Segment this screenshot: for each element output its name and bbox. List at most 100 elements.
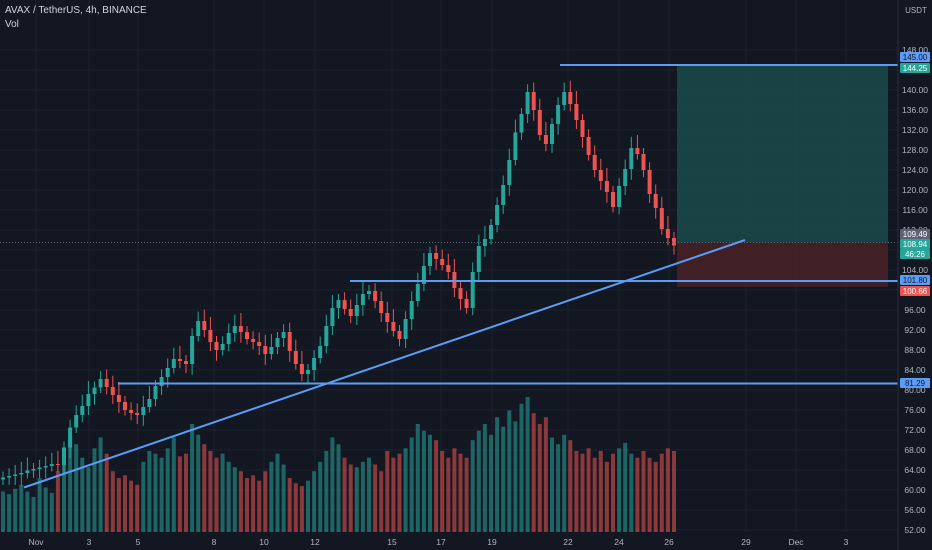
candle-body [312,358,317,370]
volume-bar [135,484,140,532]
time-tick-label: 15 [387,537,397,547]
volume-bar [318,461,323,532]
volume-bar [525,397,530,532]
candle-body [489,225,493,239]
candle-body [43,466,48,468]
volume-bar [110,471,115,532]
volume-bar [531,413,536,532]
volume-bar [238,471,243,532]
volume-bar [31,496,36,532]
volume-bar [245,478,249,532]
volume-bar [543,417,548,532]
volume-bar [214,457,219,532]
candle-body [617,186,622,207]
candle-body [373,291,378,301]
volume-bar [397,453,402,532]
candle-body [556,105,561,124]
volume-bar [68,434,73,532]
candle-body [80,406,85,415]
price-tick-label: 120.00 [902,185,928,195]
candle-body [513,132,518,160]
volume-bar [171,437,176,532]
candle-body [495,205,500,225]
time-tick-label: 3 [844,537,849,547]
volume-bar [403,448,408,532]
candle-body [1,477,5,480]
price-tick-label: 128.00 [902,145,928,155]
candle-body [611,192,615,207]
candle-body [55,464,60,465]
candle-body [330,308,335,326]
volume-bar [409,437,414,532]
volume-bar [360,461,365,532]
volume-bar [641,451,646,532]
candle-body [385,313,390,322]
loss-zone [677,242,888,287]
candle-body [86,394,91,406]
candle-body [397,331,402,339]
volume-bar [513,421,518,532]
symbol-title[interactable]: AVAX / TetherUS, 4h, BINANCE [5,5,147,16]
candle-body [306,370,310,374]
candle-body [74,415,79,428]
price-label-box [900,286,930,296]
volume-bar [232,467,237,532]
volume-bar [647,457,652,532]
candle-body [153,386,158,399]
price-label-box [900,52,930,62]
volume-bar [37,478,42,532]
time-tick-label: 29 [741,537,751,547]
candle-body [672,238,676,246]
candle-body [257,342,262,346]
trendline [23,239,746,489]
volume-bar [177,456,182,532]
volume-bar [196,434,201,532]
volume-bar [208,451,213,532]
candle-body [623,169,628,186]
volume-bar [373,464,378,532]
candle-body [245,332,249,339]
candle-body [263,346,268,354]
candle-body [269,347,274,354]
candle-body [7,476,12,478]
time-tick-label: 26 [664,537,674,547]
candle-body [409,301,414,319]
candle-body [360,294,365,305]
profit-zone [677,65,888,243]
volume-bar [281,464,286,532]
candle-body [415,284,420,301]
price-tick-label: 76.00 [904,405,926,415]
candle-body [464,299,469,308]
chart-header: AVAX / TetherUS, 4h, BINANCE Vol [5,4,147,31]
volume-bar [598,451,603,532]
candle-body [123,402,127,410]
volume-bar [13,488,18,532]
time-tick-label: 8 [212,537,217,547]
volume-bar [43,487,48,532]
volume-bar [574,451,579,532]
price-tick-label: 136.00 [902,105,928,115]
time-tick-label: Nov [28,537,44,547]
price-label-box [900,378,930,388]
price-tick-label: 132.00 [902,125,928,135]
candle-body [196,321,201,336]
time-tick-label: 12 [310,537,320,547]
price-tick-label: 96.00 [904,305,926,315]
price-tick-label: 52.00 [904,525,926,535]
volume-bar [104,453,109,532]
volume-bar [74,444,79,532]
candle-body [299,364,304,374]
candle-body [519,114,524,133]
candle-body [635,148,640,154]
volume-bar [507,410,512,532]
volume-bar [86,467,91,532]
volume-bar [635,457,640,532]
candle-body [641,154,646,170]
candle-body [647,170,652,194]
candle-body [543,135,548,144]
candle-body [13,474,18,476]
volume-bar [25,491,30,532]
volume-bar [123,475,127,532]
